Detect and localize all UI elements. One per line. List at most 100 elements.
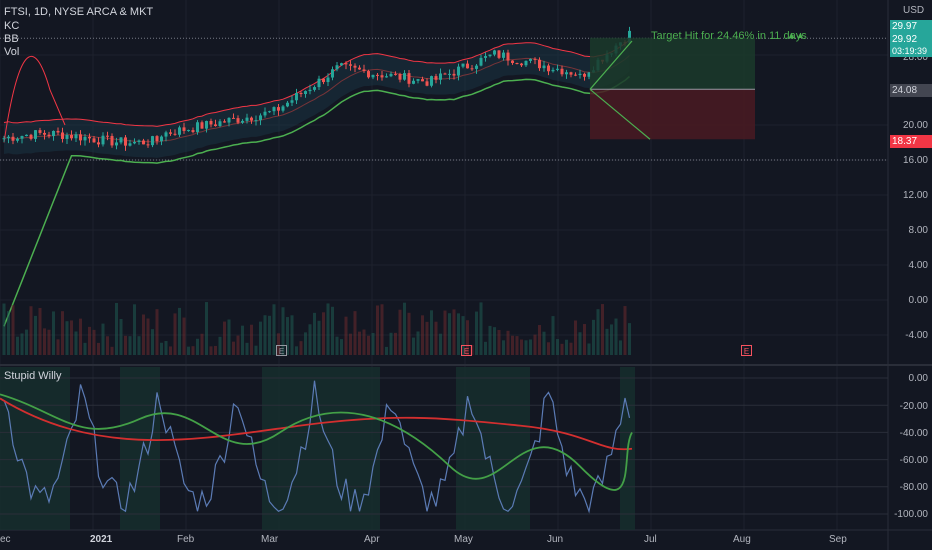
- kc-legend[interactable]: KC: [4, 20, 20, 32]
- volume-bar: [268, 315, 271, 355]
- volume-bar: [610, 324, 613, 355]
- volume-bar: [448, 313, 451, 355]
- candle-body: [277, 107, 280, 111]
- candle-body: [457, 66, 460, 76]
- candle-body: [7, 136, 10, 139]
- volume-bar: [565, 339, 568, 355]
- candle-body: [205, 120, 208, 129]
- candle-body: [214, 124, 217, 127]
- volume-bar: [115, 302, 118, 355]
- volume-bar: [335, 336, 339, 355]
- volume-bar: [182, 317, 186, 355]
- candle-body: [313, 87, 316, 90]
- candle-body: [92, 138, 96, 143]
- price-tick: 8.00: [908, 225, 928, 236]
- vol-legend[interactable]: Vol: [4, 46, 20, 58]
- symbol-legend[interactable]: FTSI, 1D, NYSE ARCA & MKT: [4, 6, 154, 18]
- volume-bar: [178, 307, 181, 355]
- volume-bar: [596, 309, 600, 355]
- volume-bar: [538, 325, 541, 355]
- volume-bar: [331, 306, 334, 355]
- candle-body: [191, 130, 195, 133]
- candle-body: [556, 68, 559, 70]
- candle-body: [344, 63, 348, 65]
- volume-bar: [529, 339, 532, 355]
- volume-bar: [547, 342, 550, 355]
- volume-bar: [380, 304, 384, 355]
- volume-bar: [65, 321, 69, 355]
- candle-body: [187, 130, 190, 132]
- volume-bar: [560, 343, 564, 355]
- candle-body: [470, 68, 474, 70]
- time-label: Feb: [177, 534, 195, 545]
- volume-bar: [25, 329, 28, 355]
- candle-body: [173, 133, 177, 135]
- candle-body: [353, 65, 357, 68]
- bb-legend[interactable]: BB: [4, 33, 19, 45]
- candle-body: [304, 91, 307, 95]
- candle-body: [583, 73, 586, 77]
- volume-bar: [358, 331, 361, 355]
- volume-bar: [160, 342, 163, 355]
- price-tick: 4.00: [908, 260, 928, 271]
- oscillator-legend[interactable]: Stupid Willy: [4, 370, 62, 382]
- volume-bar: [74, 331, 78, 355]
- candle-body: [479, 57, 483, 66]
- volume-bar: [592, 319, 595, 355]
- volume-bar: [511, 335, 514, 355]
- candle-body: [209, 120, 213, 125]
- candle-body: [137, 140, 141, 142]
- candle-body: [65, 134, 69, 139]
- stop-price-tag: 18.37: [890, 135, 932, 148]
- earnings-marker[interactable]: E: [461, 345, 472, 356]
- candle-body: [182, 127, 186, 131]
- volume-bar: [601, 304, 604, 355]
- candle-body: [38, 130, 42, 133]
- volume-bar: [286, 317, 289, 355]
- candle-body: [484, 56, 487, 58]
- volume-bar: [466, 320, 469, 355]
- candle-body: [434, 76, 438, 80]
- volume-bar: [106, 336, 109, 355]
- candle-body: [466, 63, 469, 69]
- volume-bar: [470, 345, 474, 355]
- candle-body: [376, 74, 379, 76]
- volume-bar: [349, 333, 352, 355]
- volume-bar: [619, 340, 622, 355]
- earnings-marker[interactable]: E: [276, 345, 287, 356]
- volume-bar: [587, 343, 591, 355]
- osc-tick: -80.00: [899, 482, 928, 493]
- candle-body: [380, 75, 384, 78]
- volume-bar: [412, 337, 415, 355]
- price-tick: 16.00: [902, 155, 928, 166]
- candle-body: [290, 100, 294, 103]
- signal-green-line: [0, 393, 633, 491]
- candle-body: [115, 142, 118, 146]
- volume-bar: [209, 346, 213, 355]
- candle-body: [497, 50, 501, 58]
- candle-body: [317, 78, 321, 88]
- time-label: Sep: [829, 534, 847, 545]
- candle-body: [43, 132, 46, 135]
- stop-zone: [590, 89, 755, 140]
- candle-body: [340, 63, 343, 66]
- candle-body: [97, 142, 100, 145]
- candle-body: [385, 76, 388, 78]
- volume-bar: [353, 311, 357, 355]
- upper-band-start: [3, 56, 66, 143]
- volume-bar: [502, 340, 505, 355]
- volume-bar: [439, 333, 442, 355]
- volume-bar: [556, 339, 559, 355]
- volume-bar: [506, 330, 510, 355]
- volume-bar: [146, 318, 150, 355]
- volume-bar: [569, 342, 573, 355]
- candle-body: [488, 54, 492, 57]
- earnings-marker[interactable]: E: [741, 345, 752, 356]
- candle-body: [299, 93, 303, 95]
- volume-bar: [61, 311, 64, 355]
- volume-bar: [430, 310, 433, 355]
- volume-bar: [434, 321, 438, 355]
- volume-bar: [484, 341, 487, 355]
- volume-bar: [488, 325, 492, 355]
